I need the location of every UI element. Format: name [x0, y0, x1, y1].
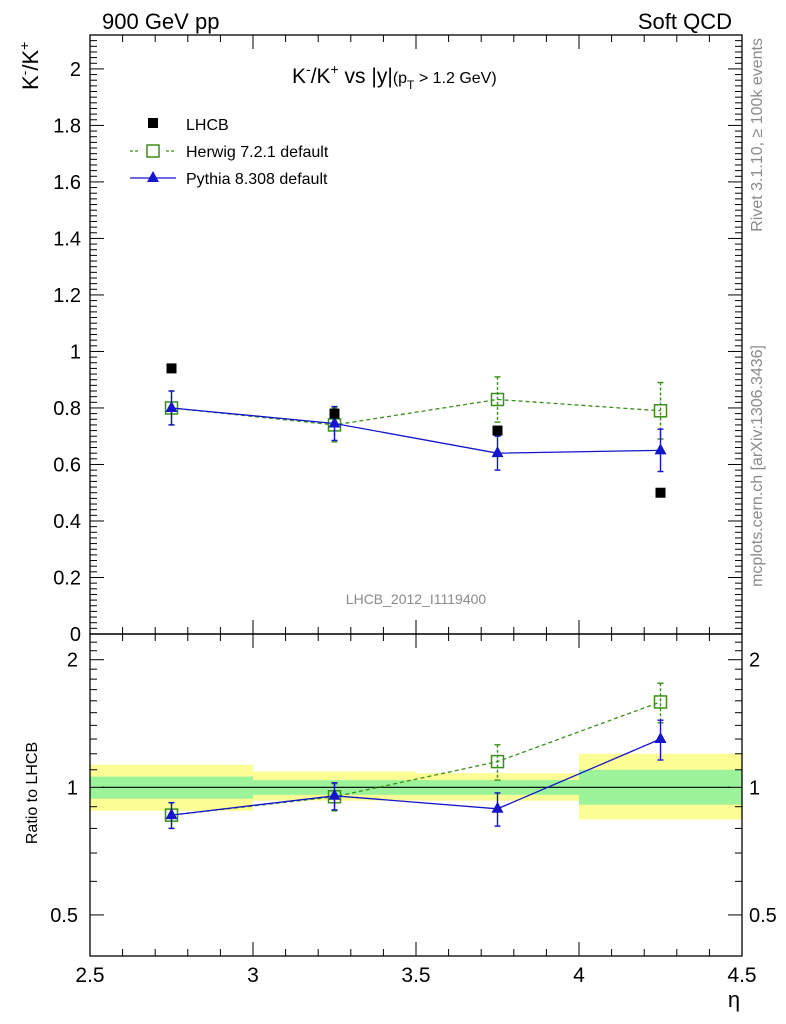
ratio-pythia-point [328, 788, 341, 800]
main-pythia-point [491, 446, 504, 458]
main-ytick-label: 0 [70, 624, 81, 646]
legend-label-herwig: Herwig 7.2.1 default [186, 144, 329, 161]
header-left: 900 GeV pp [102, 9, 219, 34]
x-tick-label: 4.5 [727, 964, 756, 987]
main-ylabel: K-/K+ [16, 42, 43, 90]
main-ytick-label: 1.2 [53, 285, 81, 307]
ratio-herwig-point [653, 695, 668, 709]
legend-marker-herwig [146, 144, 160, 158]
ratio-ytick-label-left: 2 [67, 650, 78, 672]
main-ytick-label: 0.4 [53, 511, 81, 533]
header-right: Soft QCD [638, 9, 732, 34]
main-herwig-point [490, 392, 505, 407]
legend: LHCB Herwig 7.2.1 default Pythia 8.308 d… [130, 117, 329, 188]
main-pythia-point [654, 443, 667, 455]
main-herwig-line [171, 398, 661, 426]
ratio-herwig-point [490, 754, 505, 769]
main-ytick-label: 1.6 [53, 172, 81, 194]
legend-marker-pythia [147, 171, 159, 182]
main-pythia-point [328, 416, 341, 428]
ratio-ytick-label-right: 1 [749, 777, 760, 799]
ratio-ytick-label-right: 0.5 [749, 905, 777, 927]
x-tick-label: 4 [573, 964, 585, 987]
main-ytick-label: 2 [70, 59, 81, 81]
ratio-pythia-line [171, 738, 661, 816]
ratio-pythia-point [165, 808, 178, 820]
main-ytick-label: 1 [70, 341, 81, 363]
x-axis-label: η [728, 987, 740, 1012]
main-lhcb-point [492, 425, 503, 436]
main-pythia-line [171, 407, 661, 454]
main-ytick-label: 1.4 [53, 228, 81, 250]
main-ytick-label: 0.2 [53, 567, 81, 589]
ratio-ytick-label-right: 2 [749, 650, 760, 672]
ratio-pythia-point [491, 801, 504, 813]
main-ytick-label: 1.8 [53, 115, 81, 137]
main-lhcb-point [329, 408, 340, 419]
x-tick-label: 2.5 [75, 964, 104, 987]
main-pythia-point [165, 400, 178, 412]
ratio-ytick-label-left: 0.5 [50, 905, 78, 927]
ratio-plot-area: 2.5 3 3.5 4 4.5 0.5 0.5 1 1 2 2 [50, 633, 777, 987]
mcplots-label: mcplots.cern.ch [arXiv:1306.3436] [749, 345, 766, 587]
ratio-ylabel: Ratio to LHCB [24, 742, 41, 844]
ratio-pythia-point [654, 732, 667, 744]
ratio-herwig-line [171, 701, 661, 816]
legend-label-pythia: Pythia 8.308 default [186, 171, 328, 188]
rivet-label: Rivet 3.1.10, ≥ 100k events [749, 38, 766, 232]
main-title: K-/K+ vs |y|(pT > 1.2 GeV) [292, 61, 497, 92]
x-tick-label: 3 [247, 964, 259, 987]
ratio-ytick-label-left: 1 [67, 777, 78, 799]
main-ytick-label: 0.6 [53, 454, 81, 476]
main-lhcb-point [655, 487, 666, 498]
legend-label-lhcb: LHCB [186, 117, 229, 134]
analysis-watermark: LHCB_2012_I1119400 [346, 591, 487, 607]
main-lhcb-point [166, 363, 177, 374]
main-herwig-point [653, 404, 668, 418]
x-tick-label: 3.5 [401, 964, 430, 987]
legend-marker-lhcb [148, 118, 158, 128]
main-ytick-label: 0.8 [53, 398, 81, 420]
